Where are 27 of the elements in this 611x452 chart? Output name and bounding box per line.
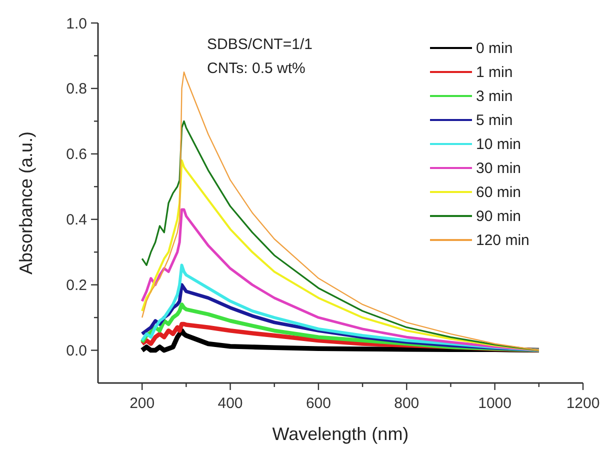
x-tick-label: 600 [306, 395, 331, 412]
legend-label: 1 min [476, 64, 513, 81]
legend-label: 90 min [476, 208, 522, 225]
x-tick-label: 400 [218, 395, 243, 412]
y-tick-label: 0.6 [66, 146, 87, 164]
x-tick-label: 1000 [478, 395, 512, 412]
x-axis-title: Wavelength (nm) [272, 424, 409, 444]
x-tick-label: 200 [130, 395, 155, 412]
y-tick-label: 0.2 [66, 277, 87, 294]
legend-label: 60 min [476, 184, 522, 201]
annotation: CNTs: 0.5 wt% [207, 60, 306, 77]
y-axis-title: Absorbance (a.u.) [16, 131, 36, 275]
y-tick-label: 0.4 [66, 212, 87, 229]
legend-label: 10 min [476, 136, 522, 153]
legend-label: 0 min [476, 40, 513, 57]
legend-label: 30 min [476, 160, 522, 177]
annotation: SDBS/CNT=1/1 [207, 36, 312, 53]
line-series [141, 159, 540, 352]
line-series [140, 208, 540, 352]
y-tick-label: 0.0 [66, 342, 87, 360]
legend-label: 3 min [476, 88, 513, 105]
x-tick-label: 1200 [566, 395, 600, 412]
legend-label: 120 min [476, 232, 530, 249]
x-tick-label: 800 [394, 395, 420, 412]
y-tick-label: 1.0 [66, 15, 87, 32]
y-tick-label: 0.8 [66, 80, 87, 98]
legend-label: 5 min [476, 112, 513, 129]
